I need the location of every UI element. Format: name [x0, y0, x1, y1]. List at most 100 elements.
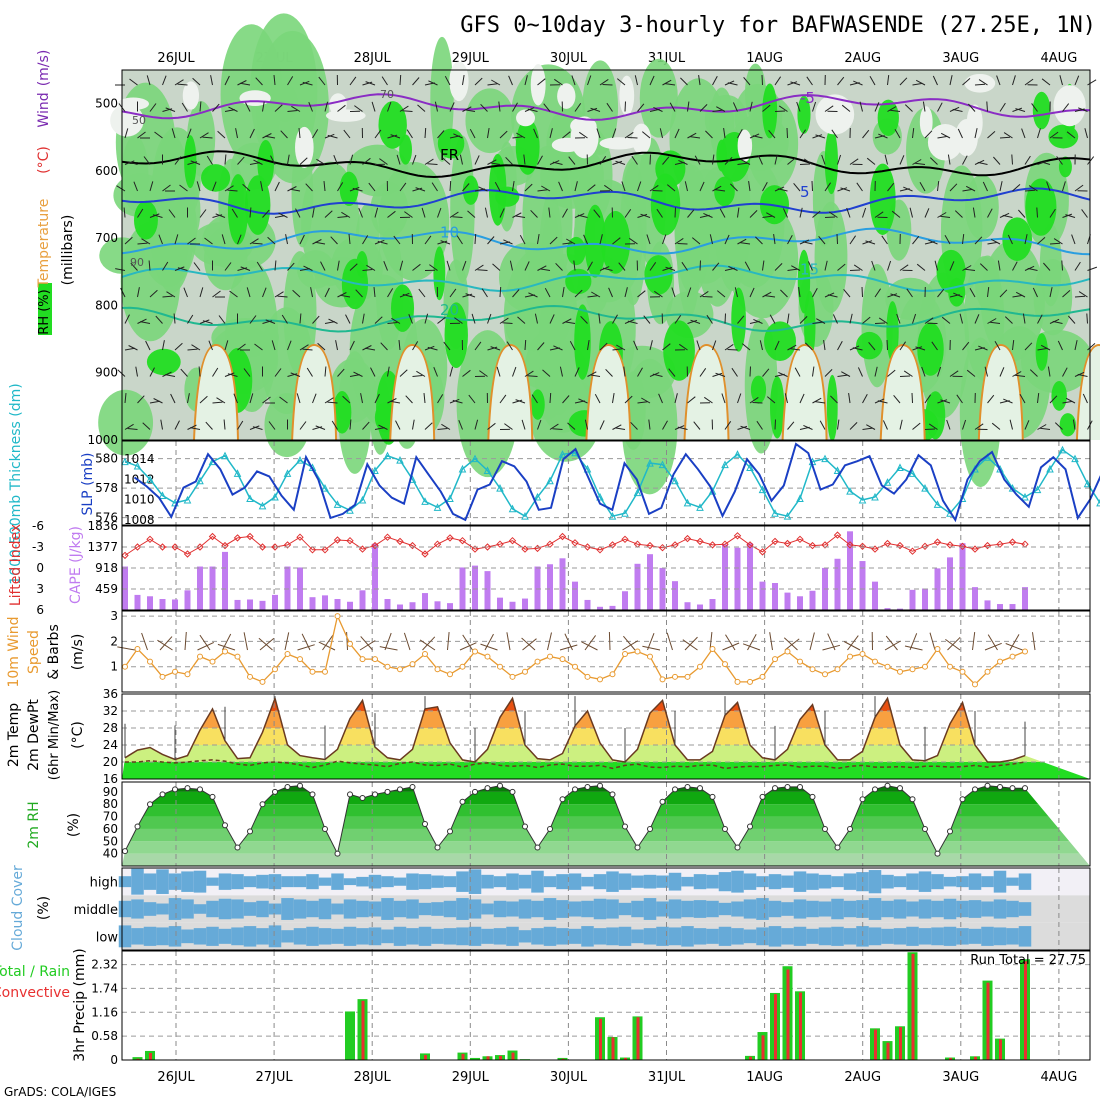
wind10m-barb — [360, 641, 375, 651]
wind10m-point — [635, 649, 640, 654]
cloud-cell — [531, 928, 544, 944]
wind10m-point — [873, 659, 878, 664]
y-tick-label: 32 — [103, 704, 118, 718]
wind10m-barb — [259, 638, 273, 650]
wind10m-point — [360, 657, 365, 662]
cloud-cell — [481, 929, 494, 944]
rh-point — [148, 802, 153, 807]
cloud-cell — [694, 874, 707, 889]
cloud-cell — [944, 927, 957, 946]
cloud-cell — [681, 926, 694, 947]
cloud-cell — [819, 901, 832, 916]
cloud-cell — [669, 899, 682, 918]
wind10m-point — [835, 667, 840, 672]
rh-saturated-area — [245, 175, 270, 235]
cloud-cell — [369, 901, 382, 916]
wind-barb — [450, 181, 451, 191]
y-tick-label: 500 — [95, 97, 118, 111]
rh-saturated-area — [1033, 92, 1051, 130]
wind-barb — [1037, 208, 1038, 218]
wind10m-barb — [347, 632, 348, 650]
wind10m-point — [698, 664, 703, 669]
rh-point — [585, 784, 590, 789]
cape-bar — [735, 548, 741, 610]
cloud-cell — [781, 928, 794, 944]
cloud-cell — [544, 898, 557, 920]
wind10m-point — [310, 669, 315, 674]
temperature-label: Temperature — [36, 199, 52, 289]
wind10m-point — [260, 679, 265, 684]
rh-saturated-area — [731, 287, 746, 351]
cloud-cell — [394, 878, 407, 886]
rh-point — [823, 826, 828, 831]
wind10m-point — [673, 674, 678, 679]
li-tick-label: -6 — [32, 519, 44, 533]
y-tick-label: 28 — [103, 721, 118, 735]
rh-point — [573, 787, 578, 792]
cape-bar — [335, 599, 341, 610]
cape-label: CAPE (J/kg) — [68, 526, 84, 604]
rh-point — [735, 845, 740, 850]
y-tick-label: 1.74 — [91, 981, 118, 995]
cloud-cell — [206, 927, 219, 946]
rh-point — [273, 789, 278, 794]
cloud-cell — [869, 898, 882, 920]
cape-bar — [447, 603, 453, 610]
cloud-cell — [581, 926, 594, 947]
rh-point — [660, 799, 665, 804]
cape-bar — [160, 599, 166, 610]
wind-barb — [912, 393, 913, 403]
cape-bar — [135, 595, 141, 610]
cloud-cell — [619, 927, 632, 946]
wind10m-point — [823, 672, 828, 677]
cape-bar — [1022, 587, 1028, 610]
rh-point — [760, 794, 765, 799]
rh-moist-area — [465, 88, 514, 153]
cloud-cell — [481, 904, 494, 915]
cape-tick-label: 1377 — [87, 540, 118, 554]
cloud-cell — [256, 901, 269, 917]
slp-tick-label: 1010 — [124, 493, 155, 507]
wind10m-point — [210, 659, 215, 664]
cloud-cell — [294, 928, 307, 944]
cloud-cell — [831, 876, 844, 887]
y-tick-label: 900 — [95, 366, 118, 380]
rh-point — [785, 784, 790, 789]
cloud-cell — [319, 928, 332, 944]
y-tick-label: 2.32 — [91, 958, 118, 972]
credit-text: GrADS: COLA/IGES — [4, 1085, 116, 1099]
cloud-cell — [894, 928, 907, 944]
rh-saturated-area — [856, 332, 883, 359]
cloud-cell — [444, 901, 457, 917]
wind10m-point — [860, 652, 865, 657]
rh-dry-area — [552, 138, 582, 152]
convective-precip-bar — [599, 1019, 602, 1060]
wind10m-barb — [185, 632, 186, 650]
wind10m-point — [173, 669, 178, 674]
y-tick-label: 1 — [110, 660, 118, 674]
pressure-unit-label: (millibars) — [60, 215, 76, 286]
rh-point — [873, 787, 878, 792]
rh-saturated-area — [378, 101, 406, 149]
wind-barb — [403, 111, 413, 112]
wind10m-point — [723, 662, 728, 667]
wind10m-point — [1010, 654, 1015, 659]
cloud-cell — [156, 869, 169, 894]
cape-bar — [322, 595, 328, 610]
wind-barb — [528, 376, 538, 377]
rh-dry-area — [632, 124, 651, 155]
wind10m-point — [423, 652, 428, 657]
wind-barb — [703, 297, 713, 298]
y-tick-label: 600 — [95, 164, 118, 178]
rh-saturated-area — [1025, 179, 1056, 236]
cloud-cell — [744, 930, 757, 944]
rh-point — [310, 792, 315, 797]
cape-bar — [260, 601, 266, 610]
cape-bar — [372, 544, 378, 610]
wind10m-barb — [844, 642, 860, 651]
rh-point — [973, 787, 978, 792]
cloud-cell — [269, 925, 282, 947]
wind-barb — [762, 75, 763, 85]
